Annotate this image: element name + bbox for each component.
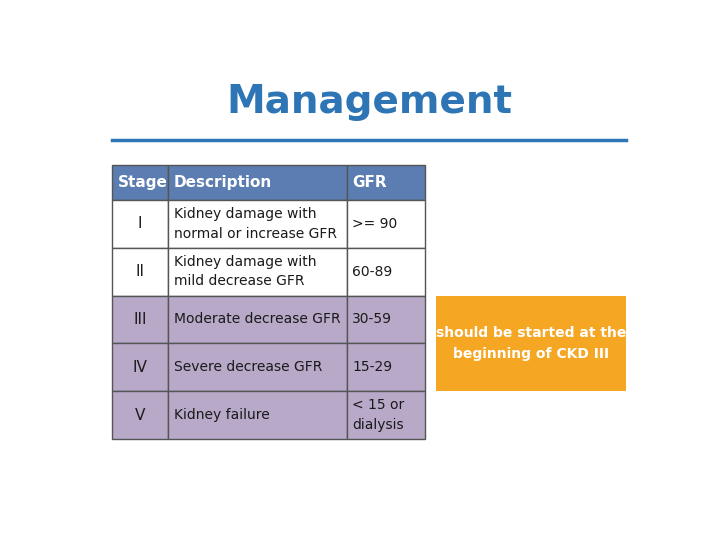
Text: 60-89: 60-89 (352, 265, 392, 279)
Text: II: II (135, 264, 145, 279)
FancyBboxPatch shape (347, 295, 425, 343)
FancyBboxPatch shape (112, 165, 168, 200)
Text: I: I (138, 217, 143, 231)
Text: IV: IV (132, 360, 148, 375)
Text: Management: Management (226, 83, 512, 121)
Text: >= 90: >= 90 (352, 217, 397, 231)
FancyBboxPatch shape (168, 391, 347, 439)
FancyBboxPatch shape (112, 391, 168, 439)
FancyBboxPatch shape (112, 200, 168, 248)
Text: 15-29: 15-29 (352, 360, 392, 374)
Text: < 15 or
dialysis: < 15 or dialysis (352, 399, 405, 432)
FancyBboxPatch shape (347, 391, 425, 439)
FancyBboxPatch shape (112, 295, 168, 343)
Text: GFR: GFR (352, 175, 387, 190)
FancyBboxPatch shape (436, 295, 626, 391)
FancyBboxPatch shape (112, 248, 168, 295)
Text: Kidney damage with
normal or increase GFR: Kidney damage with normal or increase GF… (174, 207, 337, 241)
FancyBboxPatch shape (168, 295, 347, 343)
FancyBboxPatch shape (168, 343, 347, 391)
Text: Kidney damage with
mild decrease GFR: Kidney damage with mild decrease GFR (174, 255, 316, 288)
FancyBboxPatch shape (347, 248, 425, 295)
FancyBboxPatch shape (168, 200, 347, 248)
Text: 30-59: 30-59 (352, 313, 392, 327)
Text: should be started at the
beginning of CKD III: should be started at the beginning of CK… (436, 326, 626, 361)
FancyBboxPatch shape (347, 343, 425, 391)
FancyBboxPatch shape (112, 343, 168, 391)
FancyBboxPatch shape (168, 165, 347, 200)
Text: Severe decrease GFR: Severe decrease GFR (174, 360, 322, 374)
Text: Kidney failure: Kidney failure (174, 408, 269, 422)
Text: Moderate decrease GFR: Moderate decrease GFR (174, 313, 341, 327)
Text: Stage: Stage (118, 175, 168, 190)
Text: III: III (133, 312, 147, 327)
FancyBboxPatch shape (347, 200, 425, 248)
Text: V: V (135, 408, 145, 423)
FancyBboxPatch shape (347, 165, 425, 200)
FancyBboxPatch shape (168, 248, 347, 295)
Text: Description: Description (174, 175, 272, 190)
